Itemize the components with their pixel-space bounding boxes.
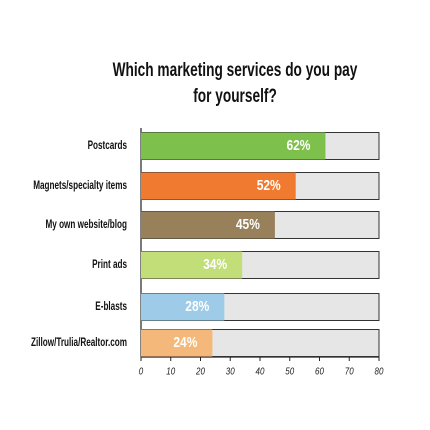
category-label-group: Magnets/specialty items <box>33 180 127 193</box>
category-label: Zillow/Trulia/Realtor.com <box>31 337 127 350</box>
value-label: 45% <box>236 216 260 233</box>
bar <box>141 329 213 357</box>
x-tick-group: 20 <box>195 366 205 377</box>
value-label: 24% <box>173 334 197 351</box>
bar <box>141 172 296 200</box>
category-label: My own website/blog <box>45 219 127 232</box>
value-label-group: 45% <box>236 216 260 233</box>
x-tick-label: 30 <box>226 366 235 377</box>
chart-title: Which marketing services do you pay for … <box>112 60 358 107</box>
bar <box>141 293 225 321</box>
x-tick-label: 0 <box>139 366 143 377</box>
x-tick-group: 10 <box>166 366 175 377</box>
category-label-group: My own website/blog <box>45 219 127 232</box>
value-label-group: 28% <box>185 298 209 315</box>
category-label: Postcards <box>88 140 128 153</box>
category-label: E-blasts <box>95 301 127 314</box>
category-label-group: Postcards <box>88 140 128 153</box>
x-tick-label: 10 <box>166 366 175 377</box>
x-tick-group: 0 <box>139 366 143 377</box>
x-tick-label: 80 <box>375 366 384 377</box>
x-tick-label: 60 <box>315 366 324 377</box>
bar <box>141 132 326 160</box>
value-label: 34% <box>203 256 227 273</box>
value-label-group: 62% <box>286 137 310 154</box>
x-tick-label: 20 <box>195 366 205 377</box>
category-label-group: Zillow/Trulia/Realtor.com <box>31 337 127 350</box>
value-label: 28% <box>185 298 209 315</box>
x-tick-group: 30 <box>226 366 235 377</box>
value-label-group: 34% <box>203 256 227 273</box>
x-tick-label: 70 <box>345 366 354 377</box>
value-label: 62% <box>286 137 310 154</box>
value-label-group: 52% <box>257 177 281 194</box>
x-tick-group: 60 <box>315 366 324 377</box>
x-tick-group: 80 <box>375 366 384 377</box>
x-tick-group: 40 <box>256 366 265 377</box>
category-label-group: Print ads <box>92 259 127 272</box>
category-label-group: E-blasts <box>95 301 127 314</box>
x-tick-label: 40 <box>256 366 265 377</box>
bar <box>141 251 243 279</box>
value-label: 52% <box>257 177 281 194</box>
bar <box>141 211 275 239</box>
x-tick-group: 50 <box>285 366 294 377</box>
value-label-group: 24% <box>173 334 197 351</box>
category-label: Magnets/specialty items <box>33 180 127 193</box>
x-tick-group: 70 <box>345 366 354 377</box>
category-label: Print ads <box>92 259 127 272</box>
x-tick-label: 50 <box>285 366 294 377</box>
